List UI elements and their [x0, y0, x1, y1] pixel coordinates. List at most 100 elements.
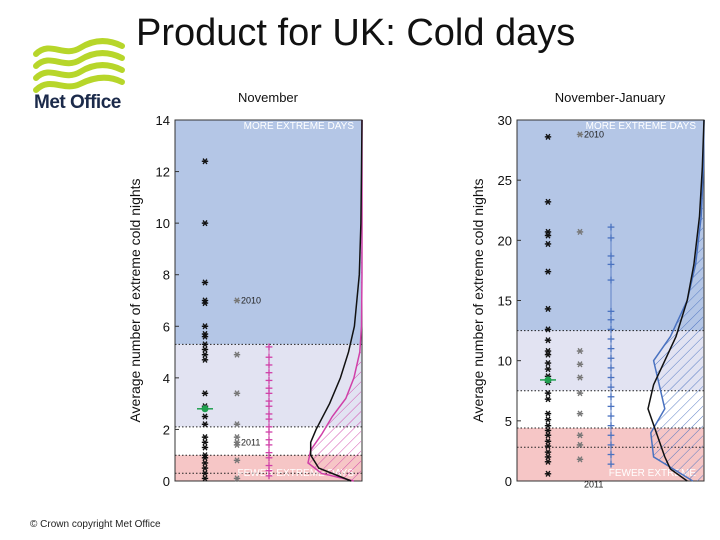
ensemble-point — [576, 228, 584, 236]
zone-label-fewer: FEWER EXTREME — [609, 468, 697, 479]
ensemble-point — [233, 457, 241, 464]
observed-point — [544, 396, 552, 403]
observed-mean-marker — [197, 405, 213, 413]
observed-point — [201, 434, 209, 441]
y-tick-label: 15 — [498, 294, 512, 309]
y-tick-label: 0 — [505, 474, 512, 489]
logo-wave-icon — [33, 38, 125, 93]
observed-point — [544, 133, 552, 140]
ensemble-point — [576, 347, 584, 355]
year-label: 2011 — [584, 480, 603, 490]
observed-point — [201, 341, 209, 348]
observed-point — [544, 410, 552, 417]
zone-label-more: MORE EXTREME DAYS — [586, 121, 697, 132]
y-tick-label: 10 — [498, 354, 512, 369]
observed-point — [201, 470, 209, 477]
y-tick-label: 10 — [156, 216, 170, 231]
logo-text: Met Office — [34, 92, 121, 113]
observed-point — [544, 416, 552, 423]
ensemble-point — [233, 351, 241, 358]
y-tick-label: 8 — [163, 268, 170, 283]
y-tick-label: 6 — [163, 319, 170, 334]
y-axis-label: Average number of extreme cold nights — [127, 178, 143, 422]
observed-point — [201, 390, 209, 397]
y-tick-label: 2 — [163, 422, 170, 437]
ensemble-point — [233, 441, 241, 449]
ensemble-point — [233, 434, 241, 441]
y-tick-label: 5 — [505, 414, 512, 429]
observed-point — [201, 475, 209, 482]
observed-point — [544, 337, 552, 344]
chart-title: November — [238, 90, 299, 105]
observed-point — [544, 326, 552, 333]
y-axis-label: Average number of extreme cold nights — [470, 178, 486, 422]
observed-point — [544, 232, 552, 239]
model-density-curve — [650, 119, 705, 482]
ensemble-point — [576, 374, 584, 381]
observed-point — [201, 356, 209, 363]
observed-point — [201, 220, 209, 227]
ensemble-point — [576, 390, 584, 397]
observed-point — [201, 459, 209, 467]
y-tick-label: 14 — [156, 113, 170, 128]
observed-point — [201, 444, 209, 451]
observed-point — [201, 421, 209, 428]
ensemble-point — [233, 421, 241, 428]
ensemble-point — [233, 475, 241, 482]
ensemble-point — [576, 131, 584, 138]
observed-point — [201, 413, 209, 420]
ensemble-point — [576, 361, 584, 368]
y-tick-label: 12 — [156, 165, 170, 180]
y-tick-label: 4 — [163, 371, 170, 386]
observed-density-curve — [647, 119, 705, 482]
observed-point — [544, 458, 552, 465]
observed-point — [544, 268, 552, 275]
observed-point — [544, 240, 552, 248]
observed-point — [201, 464, 209, 472]
chart-title: November-January — [555, 90, 666, 105]
y-tick-label: 30 — [498, 113, 512, 128]
observed-point — [544, 470, 552, 477]
model-density-hatch — [308, 120, 362, 481]
observed-point — [544, 198, 552, 205]
observed-point — [201, 333, 209, 340]
observed-point — [201, 439, 209, 446]
observed-point — [201, 279, 209, 286]
zone-label-more: MORE EXTREME DAYS — [244, 121, 355, 132]
ensemble-point — [576, 441, 584, 449]
y-tick-label: 20 — [498, 233, 512, 248]
ensemble-point — [576, 410, 584, 417]
observed-point — [201, 351, 209, 358]
observed-point — [201, 158, 209, 165]
year-label: 2010 — [584, 129, 604, 139]
copyright-footer: © Crown copyright Met Office — [30, 519, 161, 530]
y-tick-label: 25 — [498, 173, 512, 188]
observed-point — [544, 432, 552, 439]
observed-point — [544, 305, 552, 313]
year-label: 2010 — [241, 296, 261, 306]
model-density-curve — [307, 120, 363, 482]
ensemble-point — [233, 390, 241, 397]
page-title: Product for UK: Cold days — [136, 12, 576, 54]
observed-mean-marker — [540, 376, 556, 384]
observed-point — [201, 299, 209, 307]
observed-point — [544, 359, 552, 367]
zone-label-fewer: FEWER EXTREME DAYS — [238, 468, 355, 479]
ensemble-point — [576, 432, 584, 439]
model-density-hatch — [650, 120, 704, 481]
observed-point — [544, 351, 552, 358]
observed-point — [544, 390, 552, 397]
observed-point — [544, 365, 552, 373]
observed-point — [544, 442, 552, 450]
ensemble-point — [576, 456, 584, 463]
ensemble-point — [233, 297, 241, 304]
band-0 — [175, 120, 362, 345]
observed-point — [201, 454, 209, 461]
y-tick-label: 0 — [163, 474, 170, 489]
year-label: 2011 — [241, 437, 260, 447]
observed-point — [201, 323, 209, 330]
observed-density-curve — [309, 119, 363, 482]
observed-point — [201, 346, 209, 353]
